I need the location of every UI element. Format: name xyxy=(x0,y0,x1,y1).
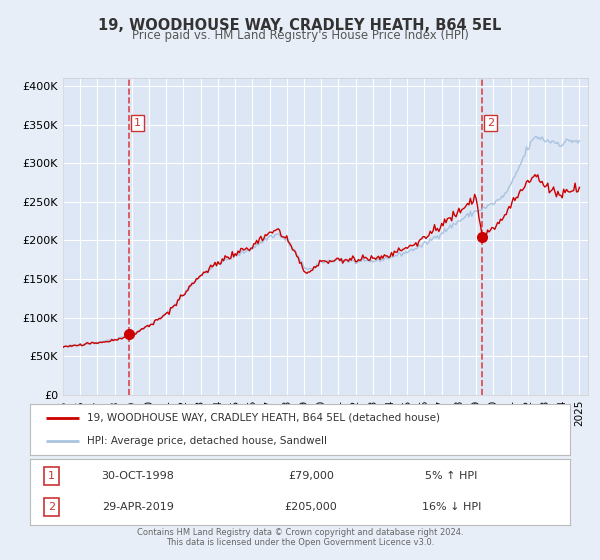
Text: 19, WOODHOUSE WAY, CRADLEY HEATH, B64 5EL (detached house): 19, WOODHOUSE WAY, CRADLEY HEATH, B64 5E… xyxy=(86,413,440,423)
Text: £79,000: £79,000 xyxy=(288,471,334,481)
Text: Price paid vs. HM Land Registry's House Price Index (HPI): Price paid vs. HM Land Registry's House … xyxy=(131,29,469,42)
Text: 19, WOODHOUSE WAY, CRADLEY HEATH, B64 5EL: 19, WOODHOUSE WAY, CRADLEY HEATH, B64 5E… xyxy=(98,18,502,33)
Text: 2: 2 xyxy=(487,118,494,128)
Text: 2: 2 xyxy=(48,502,55,512)
Text: 29-APR-2019: 29-APR-2019 xyxy=(102,502,174,512)
Text: HPI: Average price, detached house, Sandwell: HPI: Average price, detached house, Sand… xyxy=(86,436,326,446)
Text: 5% ↑ HPI: 5% ↑ HPI xyxy=(425,471,478,481)
Text: 1: 1 xyxy=(134,118,141,128)
Text: 16% ↓ HPI: 16% ↓ HPI xyxy=(422,502,481,512)
Text: £205,000: £205,000 xyxy=(284,502,337,512)
Text: 30-OCT-1998: 30-OCT-1998 xyxy=(101,471,175,481)
Text: 1: 1 xyxy=(48,471,55,481)
Text: Contains HM Land Registry data © Crown copyright and database right 2024.
This d: Contains HM Land Registry data © Crown c… xyxy=(137,528,463,548)
